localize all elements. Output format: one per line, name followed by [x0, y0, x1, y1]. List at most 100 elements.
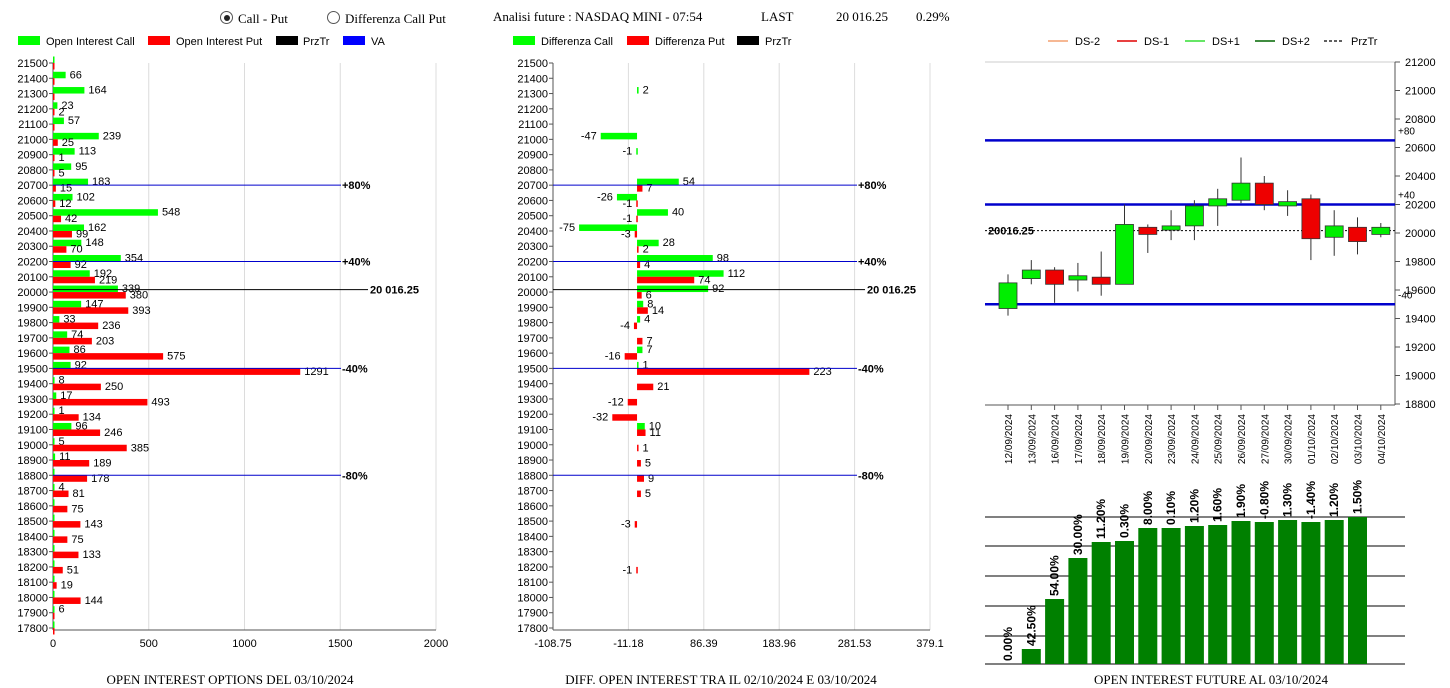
legend-prztr: PrzTr	[303, 36, 330, 48]
legend-va: VA	[371, 36, 386, 48]
y-tick-label: 20900	[517, 150, 548, 162]
y-tick-label: 19000	[1405, 371, 1436, 383]
radio-diff-call-put[interactable]: Differenza Call Put	[327, 11, 446, 27]
y-tick-label: 18500	[517, 516, 548, 528]
call-bar	[53, 285, 118, 293]
put-bar	[53, 200, 56, 207]
call-bar	[53, 316, 60, 323]
y-tick-label: 18400	[17, 531, 48, 543]
y-tick-label: 20700	[517, 180, 548, 192]
y-tick-label: 20100	[517, 272, 548, 284]
level-label: +40	[1398, 191, 1415, 202]
bar-value-label: 12	[59, 198, 71, 210]
y-tick-label: 21300	[17, 89, 48, 101]
future-oi-label: 1.20%	[1187, 489, 1201, 523]
bar-value-label: 102	[77, 191, 95, 203]
x-tick-label: 0	[50, 638, 56, 650]
price-label: 20 016.25	[370, 285, 419, 297]
bar-value-label: -1	[622, 213, 632, 225]
bar-value-label: -16	[605, 351, 621, 363]
y-tick-label: 18900	[517, 455, 548, 467]
x-tick-label: -108.75	[534, 638, 571, 650]
level-label: -40%	[858, 363, 884, 375]
call-bar	[53, 590, 55, 598]
diff-title: DIFF. OPEN INTEREST TRA IL 02/10/2024 E …	[565, 672, 877, 687]
y-tick-label: 18700	[517, 486, 548, 498]
bar-value-label: 7	[646, 183, 652, 195]
legend-ds-2: DS-2	[1075, 36, 1100, 48]
y-tick-label: 18000	[17, 592, 48, 604]
bar-value-label: 143	[84, 519, 102, 531]
y-tick-label: 19400	[17, 379, 48, 391]
radio-unselected-icon[interactable]	[327, 11, 340, 24]
bar-value-label: 81	[73, 488, 85, 500]
call-bar	[53, 71, 66, 79]
put-bar	[53, 230, 72, 238]
level-label: +80%	[858, 180, 887, 192]
y-tick-label: 17800	[17, 623, 48, 635]
bar-value-label: 2	[59, 106, 65, 118]
legend-call-swatch	[18, 36, 40, 45]
future-oi-bar	[1231, 521, 1251, 664]
put-bar	[53, 169, 55, 177]
y-tick-label: 19400	[1405, 314, 1436, 326]
bar-value-label: 133	[82, 549, 100, 561]
call-bar	[53, 453, 56, 461]
y-tick-label: 20500	[17, 211, 48, 223]
put-bar	[53, 398, 148, 406]
bar-value-label: 19	[61, 580, 73, 592]
put-bar	[627, 398, 638, 406]
call-bar	[53, 529, 55, 537]
future-oi-label: 1.50%	[1351, 480, 1365, 514]
y-tick-label: 19800	[17, 318, 48, 330]
call-bar	[53, 545, 55, 552]
put-bar	[53, 337, 92, 345]
last-label: LAST	[761, 9, 794, 24]
future-oi-bar	[1254, 522, 1274, 664]
put-bar	[637, 337, 643, 345]
x-tick-label: 1000	[232, 638, 256, 650]
x-tick-label: 02/10/2024	[1330, 414, 1341, 464]
y-tick-label: 19700	[517, 333, 548, 345]
x-tick-label: 1500	[328, 638, 352, 650]
y-tick-label: 18900	[17, 455, 48, 467]
radio-selected-icon[interactable]	[220, 11, 233, 24]
bar-value-label: 339	[122, 283, 140, 295]
y-tick-label: 18500	[17, 516, 48, 528]
level-label: -40%	[342, 363, 368, 375]
bar-value-label: -47	[581, 130, 597, 142]
candle-body	[1278, 201, 1297, 207]
bar-value-label: 144	[85, 595, 103, 607]
x-tick-label: 379.1	[916, 638, 944, 650]
call-bar	[53, 224, 85, 231]
put-bar	[53, 490, 69, 498]
y-tick-label: 18700	[17, 486, 48, 498]
x-tick-label: 01/10/2024	[1307, 414, 1318, 464]
candle-body	[1231, 182, 1251, 201]
bar-value-label: 162	[88, 222, 106, 234]
bar-value-label: 92	[712, 283, 724, 295]
put-bar	[53, 215, 62, 223]
call-bar	[53, 163, 72, 170]
bar-value-label: 5	[59, 436, 65, 448]
candle-body	[1371, 226, 1391, 235]
future-oi-label: 1.30%	[1281, 483, 1295, 517]
call-bar	[637, 87, 639, 94]
legend-ds-1: DS-1	[1144, 36, 1169, 48]
x-tick-label: 12/09/2024	[1004, 414, 1015, 464]
future-oi-label: 0.00%	[1001, 627, 1015, 661]
legend-diff-put: Differenza Put	[655, 36, 725, 48]
call-bar	[53, 300, 82, 308]
bar-value-label: 4	[59, 482, 65, 494]
candle-body	[1068, 275, 1088, 281]
bar-value-label: 203	[96, 335, 114, 347]
x-tick-label: -11.18	[613, 638, 643, 650]
future-oi-label: 1.60%	[1211, 488, 1225, 522]
y-tick-label: 20000	[1405, 228, 1436, 240]
x-tick-label: 19/09/2024	[1121, 414, 1132, 464]
put-bar	[612, 414, 638, 421]
bar-value-label: 42	[65, 213, 77, 225]
put-bar	[624, 353, 638, 360]
radio-call-put[interactable]: Call - Put	[220, 11, 288, 27]
call-bar	[53, 392, 57, 399]
